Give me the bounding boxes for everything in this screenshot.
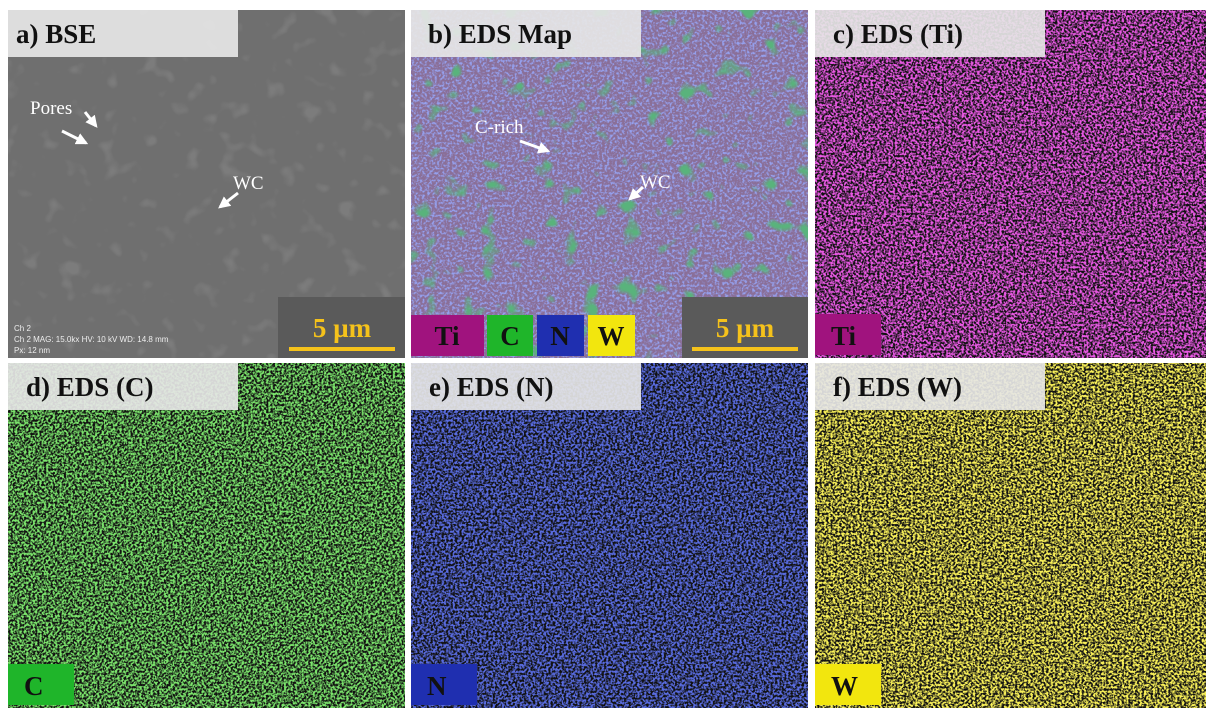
scale-bar [289,347,395,351]
element-texture [8,363,405,708]
element-texture [815,10,1206,358]
annotation: C-rich [475,117,524,138]
legend-label: N [550,321,570,351]
element-label: Ti [831,321,857,351]
scale-bar-label: 5 µm [313,313,372,343]
annotation: Pores [30,98,72,119]
scale-bar [692,347,798,351]
element-label: C [24,671,44,701]
sem-info: Ch 2 [14,324,31,333]
element-label: W [831,671,858,701]
scale-bar-label: 5 µm [716,313,775,343]
panel-label: a) BSE [16,19,96,49]
element-texture [815,363,1206,708]
sem-info: Px: 12 nm [14,346,50,355]
legend-label: Ti [434,321,460,351]
annotation: WC [233,173,264,194]
element-label: N [427,671,447,701]
panel-label: e) EDS (N) [429,372,553,402]
legend-label: C [500,321,520,351]
panel-label: c) EDS (Ti) [833,19,963,49]
element-texture [411,363,808,708]
panel-label: d) EDS (C) [26,372,154,402]
figure: a) BSE Pores WC 5 µm Ch 2 Ch 2 MAG: 15.0… [0,0,1206,710]
panel-label: b) EDS Map [428,19,572,49]
annotation: WC [640,172,671,193]
legend-label: W [598,321,625,351]
sem-info: Ch 2 MAG: 15.0kx HV: 10 kV WD: 14.8 mm [14,335,169,344]
panel-label: f) EDS (W) [833,372,962,402]
